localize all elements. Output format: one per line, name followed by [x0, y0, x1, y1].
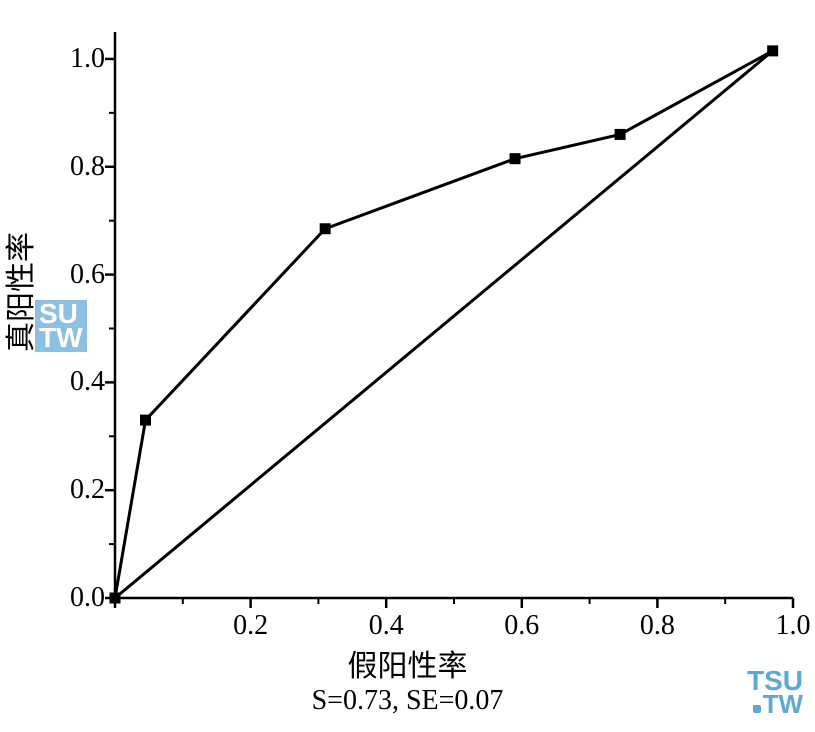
x-tick-label: 0.8	[632, 610, 682, 642]
y-axis-label: 真阳性率	[0, 232, 40, 352]
roc-chart: SU TW 真阳性率 假阳性率 S=0.73, SE=0.07 0.0 0.2 0.…	[0, 0, 815, 727]
x-tick-label: 1.0	[768, 610, 815, 642]
y-tick-label: 0.0	[55, 582, 105, 614]
watermark-right: TSU TW	[747, 669, 803, 715]
y-tick-label: 0.2	[55, 474, 105, 506]
stats-label: S=0.73, SE=0.07	[0, 685, 815, 717]
y-tick-label: 0.6	[55, 259, 105, 291]
x-tick-label: 0.2	[226, 610, 276, 642]
x-axis-label: 假阳性率	[0, 641, 815, 685]
x-tick-label: 0.4	[361, 610, 411, 642]
watermark-left: SU TW	[35, 300, 87, 352]
watermark-left-line2: TW	[39, 326, 83, 350]
y-tick-label: 0.4	[55, 366, 105, 398]
y-tick-label: 0.8	[55, 151, 105, 183]
watermark-right-line2: TW	[747, 693, 803, 715]
y-tick-label: 1.0	[55, 43, 105, 75]
x-tick-label: 0.6	[497, 610, 547, 642]
